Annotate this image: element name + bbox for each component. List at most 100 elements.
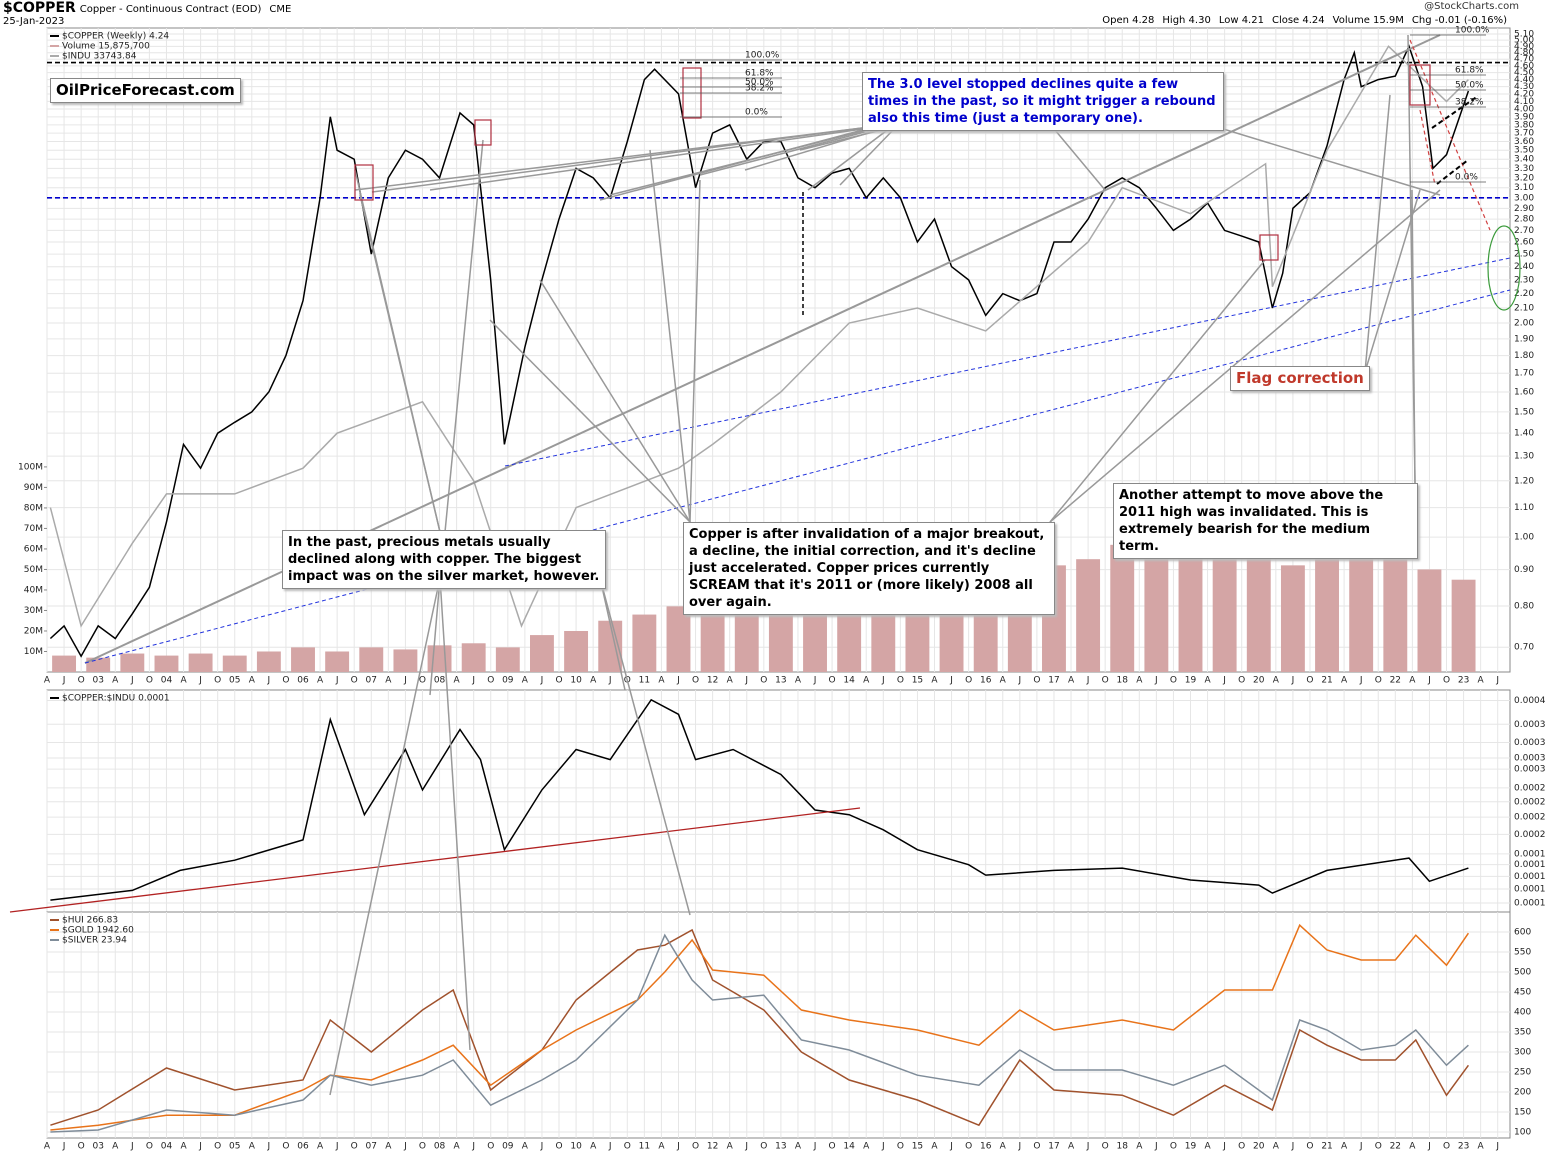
y-tick-label: 3.70 (1514, 129, 1534, 139)
x-tick-label: J (1222, 1142, 1226, 1152)
x-tick-label: O (1443, 1142, 1450, 1152)
series-line (50, 923, 1470, 1131)
callout-line (1364, 189, 1421, 373)
x-tick-label: 22 (1390, 1142, 1401, 1152)
x-tick-label: A (1204, 1142, 1211, 1152)
x-tick-label: J (949, 1142, 953, 1152)
x-tick-label: A (795, 676, 802, 686)
y-tick-label: 0.0002 (1514, 813, 1546, 823)
x-tick-label: 23 (1458, 1142, 1469, 1152)
y-tick-label: 4.50 (1514, 68, 1534, 78)
x-tick-label: A (1068, 1142, 1075, 1152)
x-tick-label: A (385, 1142, 392, 1152)
x-tick-label: O (897, 1142, 904, 1152)
x-tick-label: A (1341, 676, 1348, 686)
volume-bar (188, 653, 213, 672)
y-tick-label: 2.90 (1514, 204, 1534, 214)
x-tick-label: J (267, 1142, 271, 1152)
x-tick-label: A (522, 1142, 529, 1152)
x-tick-label: 18 (1117, 1142, 1129, 1152)
watermark: OilPriceForecast.com (50, 78, 241, 103)
x-tick-label: A (317, 1142, 324, 1152)
x-tick-label: O (1102, 1142, 1109, 1152)
y-tick-label: 0.0002 (1514, 830, 1546, 840)
fib-label: 38.2% (745, 84, 774, 94)
x-tick-label: A (1204, 676, 1211, 686)
x-tick-label: A (454, 1142, 461, 1152)
x-tick-label: 11 (639, 1142, 650, 1152)
x-tick-label: 14 (843, 1142, 855, 1152)
y2-tick-label: 70M (24, 524, 43, 534)
x-tick-label: 21 (1321, 1142, 1332, 1152)
volume-bar (530, 635, 554, 672)
x-tick-label: 04 (161, 1142, 173, 1152)
x-tick-label: A (180, 1142, 187, 1152)
x-tick-label: O (351, 1142, 358, 1152)
x-tick-label: A (795, 1142, 802, 1152)
x-tick-label: 16 (980, 676, 992, 686)
x-tick-label: J (471, 1142, 475, 1152)
x-tick-label: O (760, 676, 767, 686)
x-tick-label: 10 (570, 676, 582, 686)
trend-line (504, 257, 1511, 467)
x-tick-label: 03 (92, 1142, 103, 1152)
x-tick-label: J (403, 676, 407, 686)
x-tick-label: 04 (161, 676, 173, 686)
y-tick-label: 1.10 (1514, 503, 1534, 513)
projection-line (1419, 109, 1436, 186)
legend-label: $COPPER (Weekly) 4.24 (62, 32, 169, 42)
x-tick-label: J (744, 1142, 748, 1152)
y-tick-label: 0.0001 (1514, 872, 1546, 882)
x-tick-label: O (1033, 676, 1040, 686)
legend-label: $INDU 33743.84 (62, 52, 137, 62)
x-tick-label: 11 (639, 676, 650, 686)
highlight-box (474, 119, 492, 146)
y-tick-label: 100 (1514, 1128, 1531, 1138)
y-tick-label: 0.0003 (1514, 753, 1546, 763)
x-tick-label: J (608, 676, 612, 686)
x-tick-label: J (608, 1142, 612, 1152)
y2-tick-label: 80M (24, 503, 43, 513)
y-tick-label: 1.60 (1514, 387, 1534, 397)
x-tick-label: A (1341, 1142, 1348, 1152)
callout-line (371, 127, 863, 193)
volume-bar (291, 647, 315, 672)
x-tick-label: 08 (434, 676, 446, 686)
x-tick-label: O (487, 1142, 494, 1152)
volume-bar (1315, 553, 1339, 672)
panel-frame (46, 689, 1511, 913)
x-tick-label: A (522, 676, 529, 686)
legend-label: $HUI 266.83 (62, 916, 118, 926)
y-tick-label: 250 (1514, 1068, 1531, 1078)
y2-tick-label: 20M (24, 626, 43, 636)
x-tick-label: O (1306, 676, 1313, 686)
x-tick-label: 06 (297, 1142, 309, 1152)
volume-bar (1349, 548, 1374, 672)
x-tick-label: O (1375, 1142, 1382, 1152)
x-tick-label: O (1375, 676, 1382, 686)
y-tick-label: 1.50 (1514, 407, 1534, 417)
fib-label: 61.8% (1455, 66, 1484, 76)
y-tick-label: 2.20 (1514, 289, 1534, 299)
callout-line (599, 577, 626, 691)
x-tick-label: A (1273, 676, 1280, 686)
y-tick-label: 1.00 (1514, 533, 1534, 543)
x-tick-label: 19 (1185, 1142, 1197, 1152)
volume-bar (1110, 544, 1135, 672)
volume-bar (1246, 559, 1271, 672)
x-tick-label: O (282, 676, 289, 686)
x-tick-label: J (62, 1142, 66, 1152)
y-tick-label: 600 (1514, 928, 1531, 938)
y-tick-label: 3.40 (1514, 155, 1534, 165)
y-tick-label: 3.50 (1514, 146, 1534, 156)
volume-bar (1144, 548, 1169, 672)
callout-line (689, 179, 701, 523)
y-tick-label: 2.40 (1514, 262, 1534, 272)
x-tick-label: 06 (297, 676, 309, 686)
credit: @StockCharts.com (1424, 1, 1519, 12)
x-tick-label: J (813, 1142, 817, 1152)
x-tick-label: O (692, 676, 699, 686)
y-tick-label: 3.80 (1514, 120, 1534, 130)
y-tick-label: 3.60 (1514, 137, 1534, 147)
x-tick-label: 12 (707, 1142, 718, 1152)
